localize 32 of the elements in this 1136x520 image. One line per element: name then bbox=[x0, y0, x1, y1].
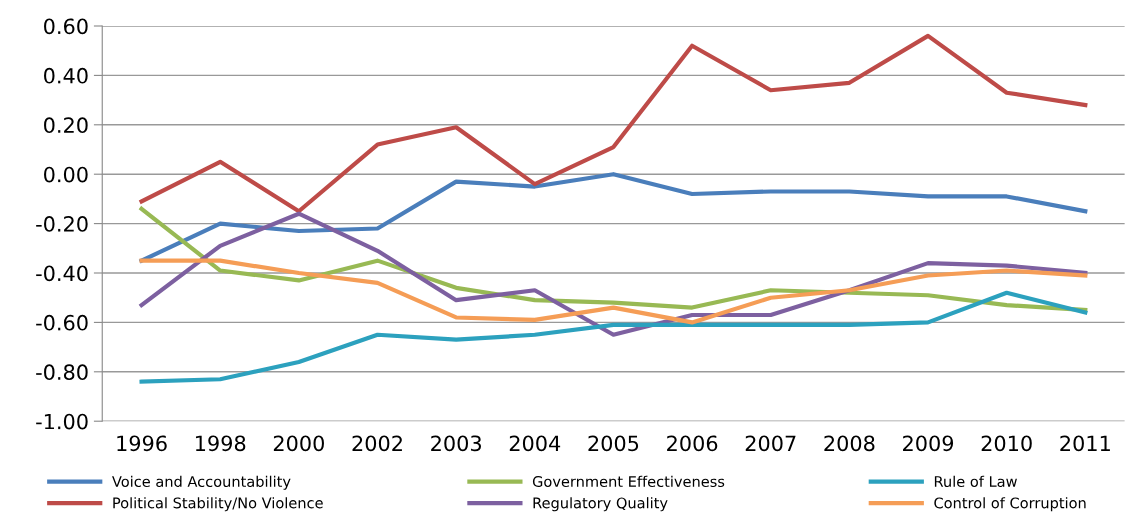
y-tick-label: 0.60 bbox=[44, 18, 88, 35]
y-tick-label: 0.20 bbox=[44, 117, 88, 134]
y-tick-label: -0.60 bbox=[36, 314, 88, 331]
line-series bbox=[139, 33, 1088, 214]
x-tick-label: 2000 bbox=[273, 435, 324, 452]
x-tick-label: 2006 bbox=[667, 435, 718, 452]
x-tick-label: 2005 bbox=[588, 435, 639, 452]
x-tick-label: 2003 bbox=[431, 435, 481, 452]
x-tick-label: 2007 bbox=[745, 435, 796, 452]
x-tick-label: 2009 bbox=[903, 435, 954, 452]
line-series bbox=[139, 211, 1088, 337]
legend-label: Rule of Law bbox=[934, 475, 1017, 488]
y-tick-label: 0.40 bbox=[44, 67, 88, 84]
legend-label: Control of Corruption bbox=[934, 497, 1086, 512]
x-tick-label: 2002 bbox=[352, 435, 402, 452]
y-tick-label: 0.00 bbox=[44, 166, 88, 183]
y-tick-label: -0.20 bbox=[36, 216, 88, 232]
x-tick-label: 1996 bbox=[117, 435, 167, 452]
x-tick-label: 2004 bbox=[509, 435, 561, 452]
x-tick-label: 2011 bbox=[1060, 435, 1110, 452]
line-series bbox=[139, 290, 1088, 384]
legend-label: Regulatory Quality bbox=[533, 497, 668, 512]
x-tick-label: 1998 bbox=[195, 435, 246, 452]
y-tick-label: -0.40 bbox=[36, 265, 88, 282]
legend-label: Political Stability/No Violence bbox=[113, 497, 323, 512]
x-tick-label: 2008 bbox=[824, 435, 875, 452]
legend-label: Government Effectiveness bbox=[532, 475, 725, 488]
line-series bbox=[139, 258, 1088, 325]
legend-label: Voice and Accountability bbox=[112, 475, 291, 490]
y-tick-label: -0.80 bbox=[36, 364, 88, 381]
x-tick-label: 2010 bbox=[981, 435, 1032, 452]
y-tick-label: -1.00 bbox=[36, 413, 88, 430]
